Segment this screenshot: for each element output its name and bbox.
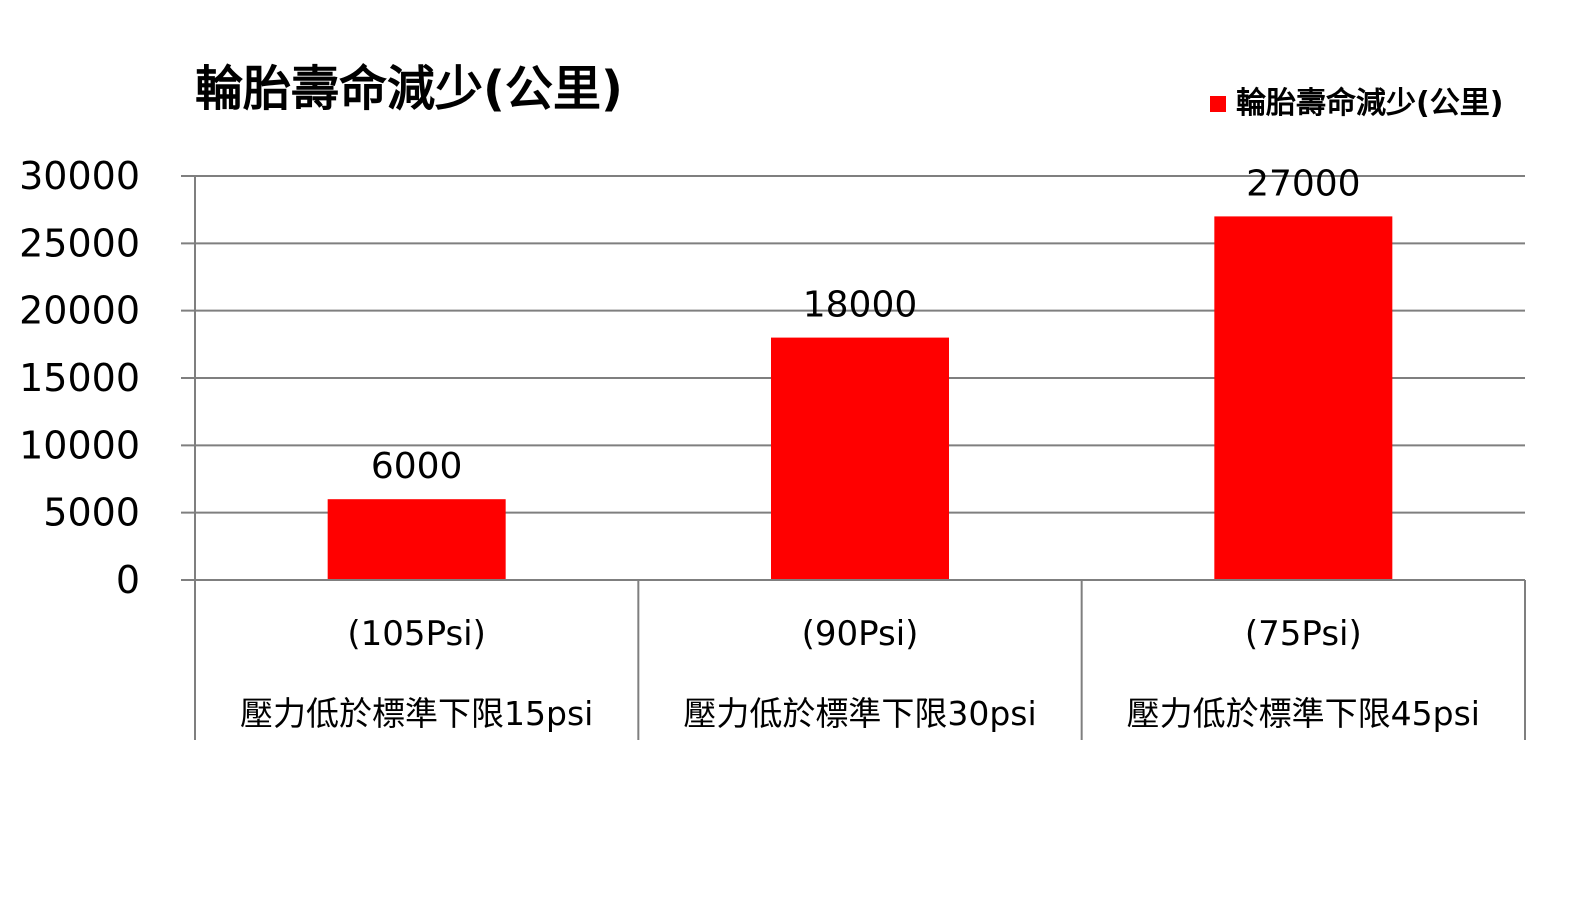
y-tick-label: 30000: [19, 154, 140, 198]
x-tick-label: (90Psi): [802, 614, 919, 654]
legend-swatch: [1210, 96, 1226, 112]
y-tick-label: 0: [116, 558, 140, 602]
y-tick-label: 25000: [19, 221, 140, 265]
x-tick-label: 壓力低於標準下限30psi: [683, 694, 1036, 733]
data-label: 18000: [803, 285, 918, 326]
y-tick-label: 10000: [19, 423, 140, 467]
x-tick-label: (75Psi): [1245, 614, 1362, 654]
x-tick-label: 壓力低於標準下限15psi: [240, 694, 593, 733]
bar: [771, 337, 949, 580]
x-tick-label: 壓力低於標準下限45psi: [1127, 694, 1480, 733]
chart-title: 輪胎壽命減少(公里): [195, 61, 623, 117]
x-tick-label: (105Psi): [347, 614, 486, 654]
y-tick-label: 5000: [43, 491, 140, 535]
bar: [1214, 216, 1393, 580]
data-label: 27000: [1246, 163, 1361, 204]
data-label: 6000: [371, 446, 463, 487]
labels: 0 5000 10000 15000 20000 25000 30000 6000 18000 2…: [19, 154, 1480, 733]
y-tick-label: 20000: [19, 289, 140, 333]
legend-label: 輪胎壽命減少(公里): [1236, 86, 1503, 121]
bars: [327, 216, 1393, 580]
bar: [327, 499, 506, 580]
y-tick-label: 15000: [19, 356, 140, 400]
axes: [181, 176, 1526, 740]
legend: 輪胎壽命減少(公里): [1210, 86, 1503, 121]
